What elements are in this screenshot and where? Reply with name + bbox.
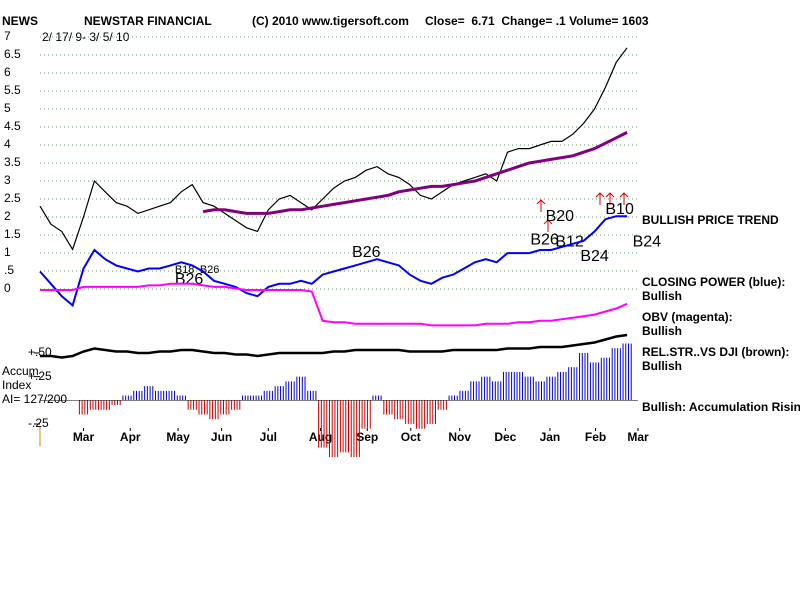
y-tick-label: 1.5 xyxy=(4,227,21,241)
date-range: 2/ 17/ 9- 3/ 5/ 10 xyxy=(42,30,130,44)
x-tick-label: Oct xyxy=(401,430,421,444)
y-tick-label: 4.5 xyxy=(4,119,21,133)
side-label: REL.STR..VS DJI (brown): xyxy=(642,345,789,359)
symbol: NEWS xyxy=(2,14,38,28)
x-tick-label: Nov xyxy=(448,430,471,444)
x-tick-label: May xyxy=(166,430,190,444)
y-tick-label: +.25 xyxy=(28,369,52,383)
side-label: Bullish xyxy=(642,324,682,338)
series-line xyxy=(202,131,628,215)
series-line xyxy=(40,282,628,327)
side-label: Bullish: Accumulation Rising xyxy=(642,400,800,414)
y-tick-label: 3.5 xyxy=(4,155,21,169)
y-tick-label: -.25 xyxy=(28,416,49,430)
y-tick-label: +.50 xyxy=(28,345,52,359)
signal-label: B24 xyxy=(633,233,662,250)
series-line xyxy=(39,47,628,251)
y-tick-label: 5.5 xyxy=(4,83,21,97)
side-label: BULLISH PRICE TREND xyxy=(642,213,779,227)
series-line xyxy=(40,333,628,359)
side-label: OBV (magenta): xyxy=(642,310,733,324)
side-label: Bullish xyxy=(642,289,682,303)
x-tick-label: Mar xyxy=(73,430,95,444)
signal-label: B18 xyxy=(175,264,195,276)
signal-label: B26 xyxy=(352,244,381,261)
signal-label: B20 xyxy=(546,208,575,225)
signal-label: B26 xyxy=(530,232,559,249)
x-tick-label: Aug xyxy=(309,430,332,444)
series-line xyxy=(39,215,628,308)
y-tick-label: 3 xyxy=(4,173,11,187)
y-tick-label: 2.5 xyxy=(4,191,21,205)
y-tick-label: 4 xyxy=(4,137,11,151)
signal-label: B10 xyxy=(605,201,634,218)
side-label: CLOSING POWER (blue): xyxy=(642,275,785,289)
y-tick-label: 0 xyxy=(4,281,11,295)
signal-label: B24 xyxy=(580,248,609,265)
x-tick-label: Jun xyxy=(211,430,232,444)
y-tick-label: 5 xyxy=(4,101,11,115)
y-tick-label: 2 xyxy=(4,209,11,223)
y-tick-label: 6 xyxy=(4,65,11,79)
x-tick-label: Sep xyxy=(356,430,378,444)
accum-label: Index xyxy=(2,378,31,392)
x-tick-label: Jan xyxy=(540,430,561,444)
company-name: NEWSTAR FINANCIAL xyxy=(84,14,212,28)
y-tick-label: 7 xyxy=(4,29,11,43)
x-tick-label: Jul xyxy=(260,430,277,444)
quote: Close= 6.71 Change= .1 Volume= 1603 xyxy=(425,14,649,28)
x-tick-label: Dec xyxy=(494,430,516,444)
y-tick-label: .5 xyxy=(4,263,14,277)
x-tick-label: Apr xyxy=(120,430,141,444)
accum-label: Accum xyxy=(2,364,39,378)
y-tick-label: 1 xyxy=(4,245,11,259)
source: (C) 2010 www.tigersoft.com xyxy=(252,14,409,28)
x-tick-label: Mar xyxy=(627,430,649,444)
y-tick-label: 6.5 xyxy=(4,47,21,61)
x-tick-label: Feb xyxy=(585,430,606,444)
side-label: Bullish xyxy=(642,359,682,373)
accum-label: AI= 127/200 xyxy=(2,392,67,406)
